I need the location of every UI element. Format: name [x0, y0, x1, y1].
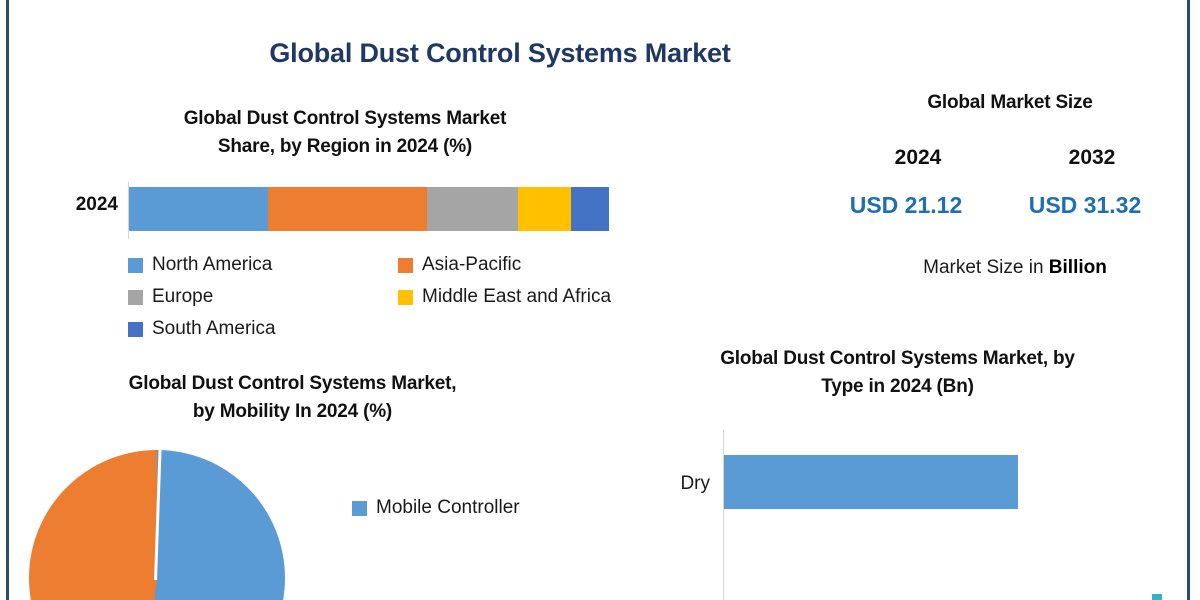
region-segment-south-america: [570, 187, 610, 231]
market-size-unit-note: Market Size in Billion: [840, 257, 1190, 279]
market-size-unit-bold: Billion: [1048, 257, 1107, 278]
region-segment-europe: [426, 187, 518, 231]
region-chart-title: Global Dust Control Systems Market Share…: [100, 105, 590, 161]
market-size-year-2024: 2024: [894, 146, 942, 169]
legend-label: Europe: [152, 286, 214, 307]
region-segment-north-america: [129, 187, 269, 231]
market-size-year-2032: 2032: [1068, 146, 1116, 169]
region-segment-asia-pacific: [268, 187, 427, 231]
right-border-rule: [1187, 0, 1190, 600]
left-border-rule: [6, 0, 9, 600]
market-size-value-2024: USD 21.12: [849, 192, 963, 218]
region-chart-title-line1: Global Dust Control Systems Market: [183, 108, 507, 129]
legend-item-europe: Europe: [128, 281, 398, 313]
mobility-legend-label: Mobile Controller: [376, 497, 520, 518]
legend-label: North America: [152, 254, 273, 275]
region-chart-axis: [128, 182, 129, 239]
region-chart-legend: North America Asia-Pacific Europe Middle Ea…: [128, 249, 668, 345]
legend-swatch-icon: [352, 500, 367, 516]
type-chart-axis: [723, 430, 724, 600]
region-chart-title-line2: Share, by Region in 2024 (%): [217, 136, 473, 157]
region-chart-category-label: 2024: [75, 194, 118, 215]
legend-swatch-icon: [128, 321, 143, 337]
legend-item-asia-pacific: Asia-Pacific: [398, 249, 668, 281]
mobility-chart-title: Global Dust Control Systems Market, by M…: [20, 370, 565, 426]
legend-label: Asia-Pacific: [422, 254, 522, 275]
mobility-chart-legend: Mobile Controller: [352, 497, 520, 519]
type-chart-title-line2: Type in 2024 (Bn): [821, 376, 974, 397]
type-chart-title-line1: Global Dust Control Systems Market, by: [720, 348, 1075, 369]
legend-swatch-icon: [128, 257, 143, 273]
legend-swatch-icon: [398, 257, 413, 273]
legend-item-south-america: South America: [128, 313, 398, 345]
legend-swatch-icon: [398, 289, 413, 305]
market-size-unit-prefix: Market Size in: [923, 257, 1049, 278]
type-bar-dry: [724, 455, 1018, 509]
type-chart-title: Global Dust Control Systems Market, by T…: [635, 345, 1160, 401]
mobility-chart-title-line2: by Mobility In 2024 (%): [192, 401, 393, 422]
legend-label: South America: [152, 318, 276, 339]
corner-accent-mark: [1152, 594, 1162, 600]
page-title: Global Dust Control Systems Market: [269, 38, 731, 68]
region-stacked-bar: [129, 187, 610, 231]
market-size-value-2032: USD 31.32: [1028, 192, 1142, 218]
legend-label: Middle East and Africa: [422, 286, 612, 307]
legend-item-north-america: North America: [128, 249, 398, 281]
legend-item-middle-east-and-africa: Middle East and Africa: [398, 281, 668, 313]
mobility-chart-title-line1: Global Dust Control Systems Market,: [128, 373, 457, 394]
region-segment-middle-east-and-africa: [517, 187, 571, 231]
legend-swatch-icon: [128, 289, 143, 305]
market-size-title: Global Market Size: [927, 92, 1093, 113]
type-chart-category-label: Dry: [680, 473, 710, 494]
